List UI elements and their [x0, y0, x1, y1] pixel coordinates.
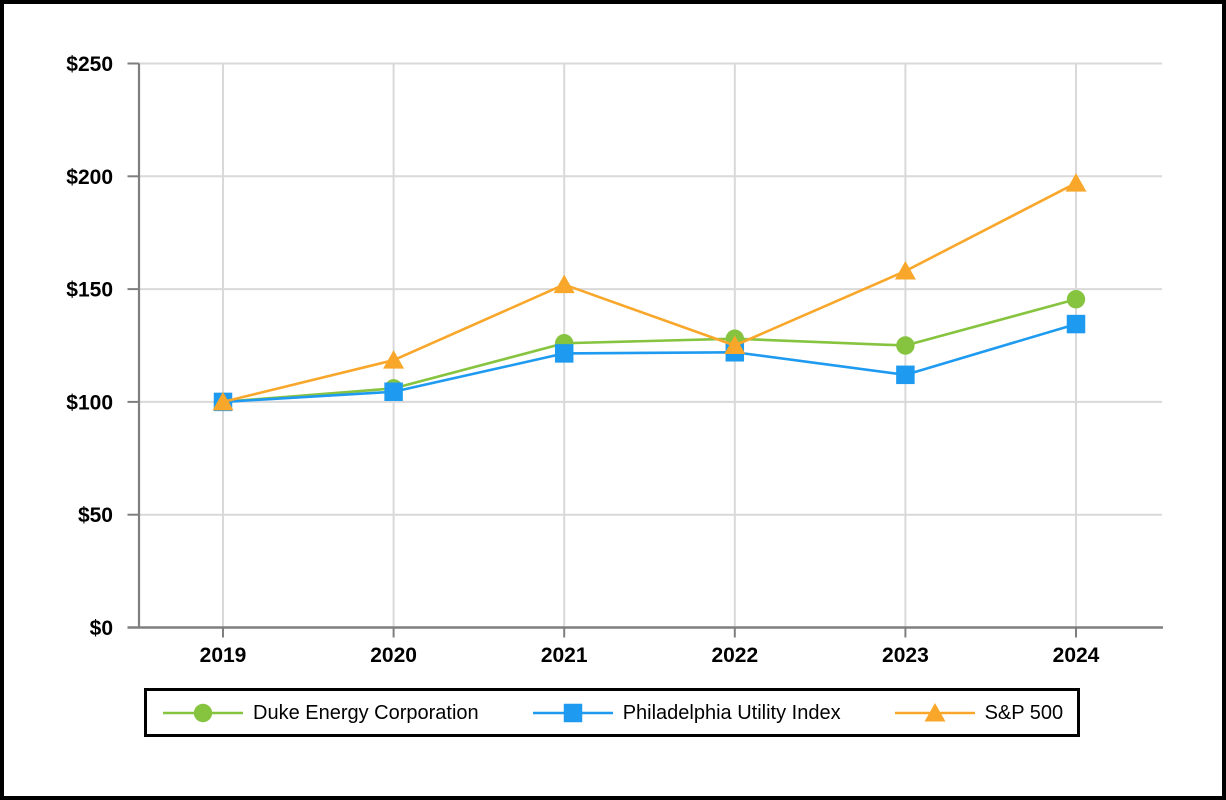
x-axis-tick-label: 2021	[541, 644, 588, 667]
triangle-marker-icon	[894, 702, 975, 721]
data-point-s-p-500-2020	[383, 350, 405, 369]
series-line-philadelphia-utility-index	[222, 322, 1077, 404]
data-point-duke-energy-corporation-2023	[896, 336, 915, 355]
x-axis-tick-label: 2023	[882, 644, 929, 667]
legend-item-philadelphia-utility-index: Philadelphia Utility Index	[532, 701, 841, 724]
data-point-duke-energy-corporation-2024	[1066, 290, 1086, 309]
legend-label-s-p-500: S&P 500	[984, 701, 1064, 724]
legend-label-duke-energy-corporation: Duke Energy Corporation	[253, 701, 479, 724]
y-axis-tick-label: $50	[78, 504, 113, 527]
x-axis-tick-label: 2024	[1053, 644, 1100, 667]
circle-marker-icon	[163, 703, 243, 722]
data-point-s-p-500-2023	[894, 261, 916, 280]
square-marker-icon	[532, 703, 613, 722]
data-point-philadelphia-utility-index-2023	[896, 365, 915, 385]
chart-legend: Duke Energy Corporation Philadelphia Util…	[144, 688, 1080, 737]
x-axis-tick-label: 2020	[370, 644, 417, 667]
data-point-philadelphia-utility-index-2024	[1066, 314, 1086, 334]
y-axis-tick-label: $0	[90, 617, 113, 640]
legend-item-s-p-500: S&P 500	[894, 701, 1064, 724]
legend-square-glyph	[563, 703, 582, 722]
data-point-philadelphia-utility-index-2021	[554, 344, 574, 363]
data-point-s-p-500-2022	[724, 335, 746, 354]
series-line-s-p-500	[222, 181, 1077, 404]
legend-label-philadelphia-utility-index: Philadelphia Utility Index	[622, 701, 841, 724]
legend-triangle-glyph	[924, 702, 946, 721]
data-point-philadelphia-utility-index-2020	[384, 382, 403, 401]
x-axis-tick-label: 2022	[711, 644, 758, 667]
data-point-s-p-500-2024	[1065, 173, 1087, 192]
series-line-duke-energy-corporation	[222, 297, 1077, 404]
y-axis-tick-label: $150	[66, 279, 113, 302]
data-point-s-p-500-2019	[212, 391, 234, 411]
y-axis-tick-label: $100	[66, 391, 113, 414]
y-axis-tick-label: $200	[66, 166, 113, 189]
data-point-s-p-500-2021	[553, 274, 575, 294]
y-axis-tick-label: $250	[66, 53, 113, 76]
legend-item-duke-energy-corporation: Duke Energy Corporation	[163, 702, 479, 724]
legend-circle-glyph	[193, 703, 213, 722]
line-chart-plot: $0 $50 $100 $150 $200 $250 2019 2020 2021 2022 202…	[66, 53, 1163, 667]
x-axis-tick-label: 2019	[200, 644, 247, 667]
